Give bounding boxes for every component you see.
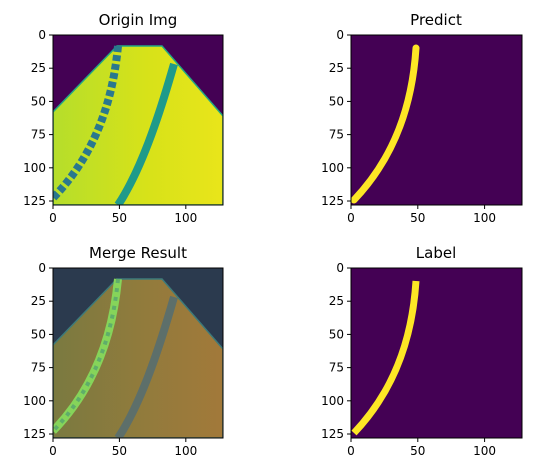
y-tick-label-label-50: 50 <box>329 327 344 341</box>
title-predict: Predict <box>410 11 462 29</box>
y-tick-label-predict-50: 50 <box>329 94 344 108</box>
y-tick-label-origin-0: 0 <box>38 28 46 42</box>
origin-image <box>53 35 223 205</box>
x-tick-label-predict-100: 100 <box>473 211 496 225</box>
y-tick-label-label-0: 0 <box>336 261 344 275</box>
y-tick-label-label-125: 125 <box>321 427 344 441</box>
y-tick-label-origin-50: 50 <box>31 94 46 108</box>
panel-merge: Merge Result <box>52 244 224 439</box>
y-tick-label-merge-25: 25 <box>31 294 46 308</box>
y-tick-label-origin-100: 100 <box>23 161 46 175</box>
panel-origin: Origin Img <box>52 11 224 206</box>
y-tick-label-predict-125: 125 <box>321 194 344 208</box>
origin-solid-lane <box>114 62 178 205</box>
x-tick-label-origin-0: 0 <box>49 211 57 225</box>
y-tick-label-merge-50: 50 <box>31 327 46 341</box>
x-tick-label-predict-0: 0 <box>347 211 355 225</box>
title-merge: Merge Result <box>89 244 187 262</box>
y-tick-label-label-100: 100 <box>321 394 344 408</box>
x-tick-label-label-0: 0 <box>347 444 355 458</box>
y-tick-label-label-25: 25 <box>329 294 344 308</box>
x-tick-label-merge-0: 0 <box>49 444 57 458</box>
y-tick-label-predict-0: 0 <box>336 28 344 42</box>
x-tick-label-merge-100: 100 <box>174 444 197 458</box>
y-tick-label-origin-75: 75 <box>31 128 46 142</box>
panel-predict: Predict <box>350 11 523 206</box>
y-tick-label-origin-25: 25 <box>31 61 46 75</box>
y-tick-label-merge-75: 75 <box>31 361 46 375</box>
x-tick-label-label-100: 100 <box>473 444 496 458</box>
x-tick-label-merge-50: 50 <box>112 444 127 458</box>
predict-image <box>351 35 522 205</box>
y-tick-label-predict-100: 100 <box>321 161 344 175</box>
merge-solid-lane <box>114 295 178 438</box>
label-lane-mask <box>351 280 420 436</box>
y-tick-label-origin-125: 125 <box>23 194 46 208</box>
label-image <box>351 268 522 438</box>
panel-label: Label <box>350 244 523 439</box>
origin-dashed-lane <box>53 45 122 201</box>
title-label: Label <box>416 244 456 262</box>
x-tick-label-label-50: 50 <box>410 444 425 458</box>
x-tick-label-origin-100: 100 <box>174 211 197 225</box>
merge-pred-lane <box>53 278 122 434</box>
y-tick-label-merge-125: 125 <box>23 427 46 441</box>
predict-lane-mask <box>351 44 420 204</box>
x-tick-label-origin-50: 50 <box>112 211 127 225</box>
y-tick-label-predict-25: 25 <box>329 61 344 75</box>
title-origin: Origin Img <box>99 11 178 29</box>
merge-image <box>53 268 223 438</box>
y-tick-label-predict-75: 75 <box>329 128 344 142</box>
y-tick-label-merge-100: 100 <box>23 394 46 408</box>
x-tick-label-predict-50: 50 <box>410 211 425 225</box>
y-tick-label-merge-0: 0 <box>38 261 46 275</box>
y-tick-label-label-75: 75 <box>329 361 344 375</box>
